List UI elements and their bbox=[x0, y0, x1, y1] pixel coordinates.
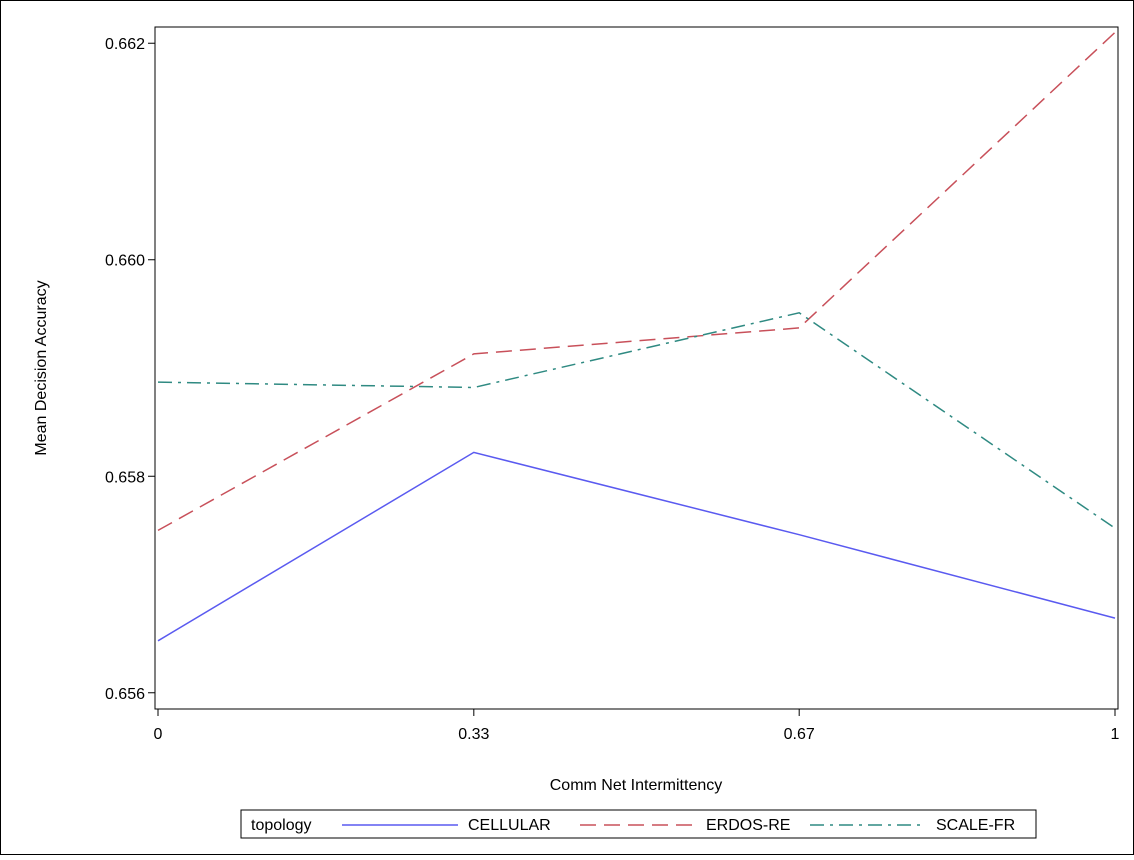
y-tick-label: 0.660 bbox=[105, 253, 145, 270]
x-tick-label: 0 bbox=[154, 726, 163, 743]
y-tick-label: 0.658 bbox=[105, 469, 145, 486]
y-tick-label: 0.662 bbox=[105, 36, 145, 53]
x-tick-label: 0.33 bbox=[458, 726, 489, 743]
legend-label-cellular: CELLULAR bbox=[468, 817, 551, 834]
y-axis-label: Mean Decision Accuracy bbox=[33, 280, 50, 455]
legend: topology CELLULAR ERDOS-RE SCALE-FR bbox=[240, 809, 1037, 839]
x-axis: 0 0.33 0.67 1 bbox=[154, 709, 1120, 743]
legend-box bbox=[240, 809, 1037, 839]
x-axis-label: Comm Net Intermittency bbox=[550, 777, 722, 794]
legend-label-scale-fr: SCALE-FR bbox=[936, 817, 1015, 834]
legend-label-erdos-re: ERDOS-RE bbox=[706, 817, 790, 834]
series-line-scale-fr bbox=[157, 311, 1116, 529]
series-layer bbox=[157, 31, 1116, 642]
x-tick-label: 0.67 bbox=[784, 726, 815, 743]
series-line-cellular bbox=[157, 451, 1116, 642]
x-tick-label: 1 bbox=[1111, 726, 1120, 743]
plot-frame bbox=[154, 26, 1119, 710]
y-axis: 0.656 0.658 0.660 0.662 bbox=[105, 36, 155, 703]
legend-title: topology bbox=[251, 817, 312, 834]
series-line-erdos-re bbox=[157, 31, 1116, 532]
y-tick-label: 0.656 bbox=[105, 686, 145, 703]
